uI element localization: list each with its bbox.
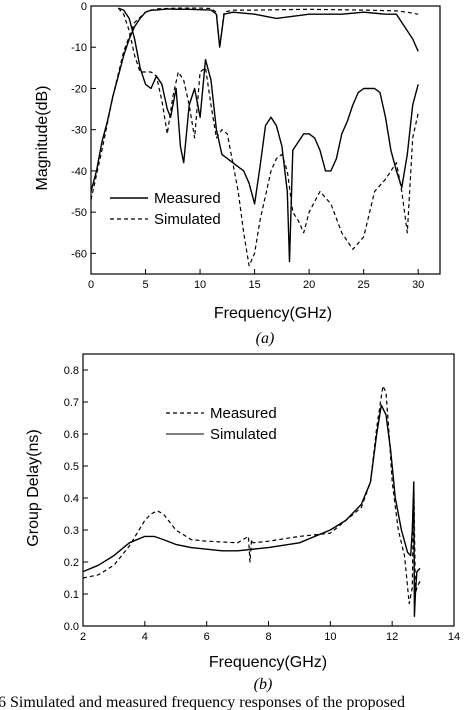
- b-y-tick-label: 0.4: [64, 493, 79, 505]
- a-x-tick-label: 30: [412, 279, 424, 291]
- legend-label-simulated-a: Simulated: [154, 211, 221, 228]
- b-y-tick-label: 0.8: [64, 365, 79, 377]
- a-y-tick-label: -20: [71, 83, 87, 95]
- a-x-tick-label: 15: [248, 279, 260, 291]
- b-y-tick-label: 0.2: [64, 557, 79, 569]
- legend-label-simulated-b: Simulated: [210, 426, 277, 443]
- a-y-tick-label: -50: [71, 207, 87, 219]
- b-x-tick-label: 4: [142, 631, 148, 643]
- a-series-measured-s11: [118, 7, 419, 263]
- panel-b-x-axis-title: Frequency(GHz): [209, 654, 327, 671]
- panel-a-x-axis-title: Frequency(GHz): [214, 305, 332, 322]
- panel-a-legend: Measured Simulated: [110, 190, 221, 228]
- b-series-simulated: [82, 404, 421, 618]
- a-y-tick-label: -60: [71, 248, 87, 260]
- b-x-tick-label: 12: [386, 631, 398, 643]
- panel-b-series: [82, 385, 421, 618]
- b-x-tick-label: 14: [448, 631, 460, 643]
- b-x-tick-label: 8: [265, 631, 271, 643]
- panel-b: 2 4 6 8 10 12 14 0.0 0.1 0.2 0.3 0.4 0.5 0.6 0.7 0.8 Fr…: [25, 353, 460, 693]
- a-x-tick-label: 20: [303, 279, 315, 291]
- b-x-tick-label: 6: [204, 631, 210, 643]
- panel-a-ticks: 0 5 10 15 20 25 30 0 -10 -20 -30 -40 -50 -60: [71, 1, 424, 291]
- b-x-tick-label: 10: [324, 631, 336, 643]
- panel-a-plot-frame: [90, 5, 441, 275]
- b-x-tick-label: 2: [80, 631, 86, 643]
- panel-a-label: (a): [256, 330, 275, 347]
- panel-a-series: [90, 7, 419, 267]
- a-x-tick-label: 0: [88, 279, 94, 291]
- panel-a: 0 5 10 15 20 25 30 0 -10 -20 -30 -40 -50 -60 Frequenc…: [34, 1, 441, 347]
- b-y-tick-label: 0.6: [64, 429, 79, 441]
- a-y-tick-label: 0: [81, 1, 87, 13]
- b-y-tick-label: 0.7: [64, 397, 79, 409]
- figure-caption: 6 Simulated and measured frequency respo…: [0, 694, 405, 710]
- a-y-tick-label: -40: [71, 166, 87, 178]
- panel-a-y-axis-title: Magnitude(dB): [34, 86, 51, 191]
- a-x-tick-label: 25: [358, 279, 370, 291]
- panel-b-label: (b): [254, 676, 273, 693]
- legend-label-measured-a: Measured: [154, 190, 221, 207]
- a-x-tick-label: 10: [194, 279, 206, 291]
- a-series-simulated-s21: [90, 7, 419, 200]
- a-y-tick-label: -30: [71, 125, 87, 137]
- a-x-tick-label: 5: [142, 279, 148, 291]
- a-y-tick-label: -10: [71, 42, 87, 54]
- b-y-tick-label: 0.5: [64, 461, 79, 473]
- panel-b-y-axis-title: Group Delay(ns): [25, 429, 42, 546]
- panel-b-legend: Measured Simulated: [166, 405, 277, 443]
- b-y-tick-label: 0.1: [64, 589, 79, 601]
- panel-b-ticks: 2 4 6 8 10 12 14 0.0 0.1 0.2 0.3 0.4 0.5 0.6 0.7 0.8: [64, 365, 460, 643]
- panel-b-plot-frame: [82, 353, 455, 627]
- legend-label-measured-b: Measured: [210, 405, 277, 422]
- b-y-tick-label: 0.3: [64, 525, 79, 537]
- a-series-simulated-s11: [117, 7, 419, 267]
- a-series-measured-s21: [90, 8, 419, 192]
- b-y-tick-label: 0.0: [64, 621, 79, 633]
